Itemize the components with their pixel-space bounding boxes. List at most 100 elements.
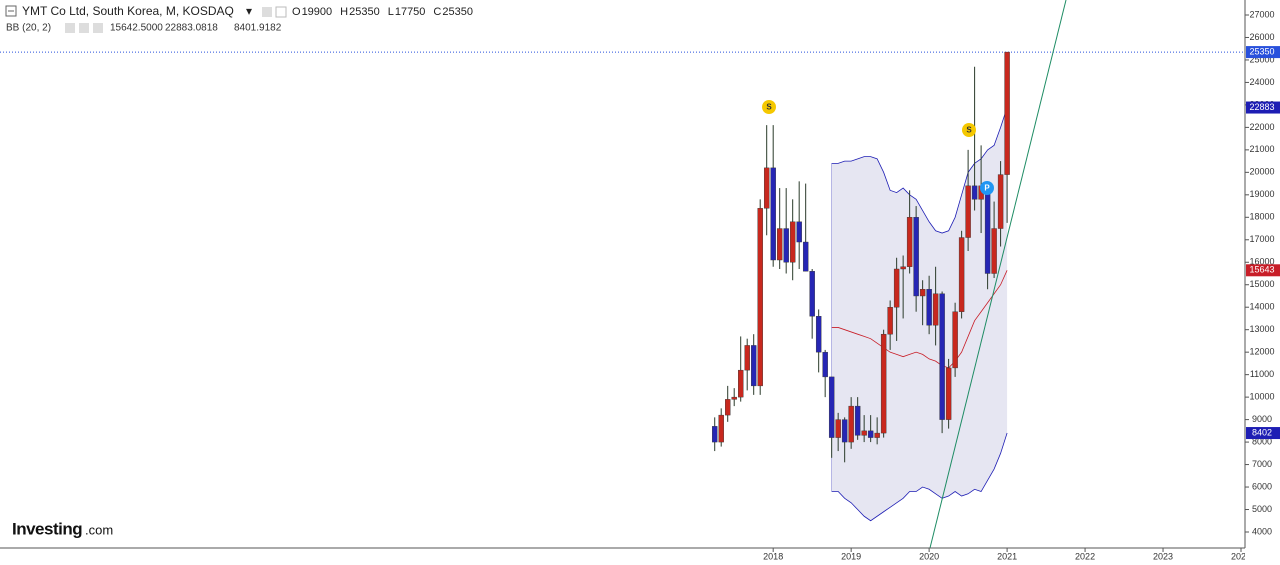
price-tag: [1246, 101, 1280, 114]
candle-body: [919, 289, 926, 297]
candle-body: [913, 217, 919, 297]
y-tick-label: 20000: [1249, 167, 1274, 177]
candle-body: [802, 241, 809, 272]
candle-body: [887, 307, 893, 335]
y-tick-label: 13000: [1249, 324, 1274, 334]
ohlc-readout: O 19900 H 25350 L 17750 C 25350: [292, 6, 473, 18]
candle-body: [926, 289, 932, 326]
settings-icon[interactable]: [262, 7, 272, 17]
candle-body: [900, 266, 906, 270]
candle-body: [971, 185, 978, 200]
ohlc-prefix: H: [340, 6, 348, 18]
candle-body: [893, 268, 900, 308]
candle-body: [861, 430, 867, 436]
candle-body: [932, 293, 939, 326]
candle-body: [776, 228, 783, 261]
price-tag: [1246, 46, 1280, 59]
x-tick-label: 2023: [1153, 551, 1173, 561]
candle-body: [822, 351, 828, 378]
event-label: S: [766, 103, 772, 112]
indicator-label: BB (20, 2): [6, 23, 51, 34]
candle-body: [880, 333, 887, 434]
y-tick-label: 26000: [1249, 32, 1274, 42]
y-tick-label: 6000: [1252, 481, 1272, 491]
candle-body: [712, 426, 718, 443]
y-tick-label: 22000: [1249, 122, 1274, 132]
y-tick-label: 27000: [1249, 9, 1274, 19]
ohlc-prefix: C: [433, 6, 441, 18]
candle-body: [939, 293, 945, 420]
ohlc-value: 19900: [302, 6, 333, 18]
price-tag-label: 25350: [1249, 46, 1274, 56]
y-tick-label: 9000: [1252, 414, 1272, 424]
logo-suffix: .com: [85, 522, 113, 537]
price-tag: [1246, 264, 1280, 277]
candle-body: [991, 228, 997, 274]
indicator-hide[interactable]: [79, 23, 89, 33]
y-tick-label: 11000: [1250, 369, 1274, 379]
indicator-settings[interactable]: [65, 23, 75, 33]
candle-body: [718, 414, 724, 443]
candle-body: [1004, 51, 1010, 175]
price-tag: [1246, 427, 1280, 440]
y-tick-label: 14000: [1249, 302, 1274, 312]
y-tick-label: 7000: [1252, 459, 1272, 469]
y-axis-panel: [1245, 0, 1280, 565]
bb-middle-value: 15642.5000: [110, 23, 163, 34]
bb-lower-value: 8401.9182: [234, 23, 282, 34]
candle-body: [738, 369, 744, 398]
candle-body: [854, 405, 861, 436]
price-tag-label: 15643: [1249, 265, 1274, 275]
bb-upper-value: 22883.0818: [165, 23, 218, 34]
x-tick-label: 2019: [841, 551, 861, 561]
dropdown-caret[interactable]: ▾: [246, 4, 252, 18]
candle-body: [725, 399, 731, 416]
ohlc-value: 17750: [395, 6, 426, 18]
candle-body: [874, 432, 880, 438]
x-tick-label: 2021: [997, 551, 1017, 561]
ohlc-prefix: L: [388, 6, 394, 18]
candle-body: [965, 185, 971, 238]
x-tick-label: 2020: [919, 551, 939, 561]
plot-area: 2018 2019 2020 2021 2022 2023 2024 S S P: [0, 51, 1251, 561]
event-label: S: [966, 126, 972, 135]
candle-body: [867, 430, 874, 438]
y-tick-label: 25000: [1249, 54, 1274, 64]
y-tick-label: 21000: [1249, 144, 1274, 154]
bb-upper: [831, 107, 1008, 234]
candle-body: [848, 405, 854, 443]
y-tick-label: 24000: [1249, 77, 1274, 87]
logo: Investing: [12, 519, 82, 538]
candle-body: [809, 271, 815, 317]
candle-body: [841, 419, 848, 443]
indicator-remove[interactable]: [93, 23, 103, 33]
collapse-icon[interactable]: [5, 5, 17, 17]
y-tick-label: 4000: [1252, 526, 1272, 536]
event-marker: [762, 100, 776, 114]
candle-body: [815, 316, 822, 353]
ohlc-value: 25350: [349, 6, 380, 18]
candle-body: [906, 217, 913, 267]
candle-body: [835, 419, 841, 438]
candle-body: [789, 221, 796, 263]
ohlc-value: 25350: [442, 6, 473, 18]
candle-body: [796, 221, 802, 243]
price-tag-label: 22883: [1249, 102, 1274, 112]
candle-body: [984, 185, 991, 274]
y-tick-label: 12000: [1249, 347, 1274, 357]
y-tick-label: 18000: [1249, 212, 1274, 222]
candle-body: [783, 228, 789, 263]
ohlc-prefix: O: [292, 6, 301, 18]
bb-middle: [831, 270, 1008, 369]
y-tick-label: 16000: [1249, 257, 1274, 267]
x-tick-label: 2024: [1231, 551, 1251, 561]
trend-line: [929, 0, 1067, 549]
chart-title: YMT Co Ltd, South Korea, M, KOSDAQ: [22, 4, 234, 18]
candle-body: [828, 376, 835, 438]
candle-body: [958, 237, 965, 312]
hide-icon[interactable]: [275, 6, 287, 18]
y-tick-label: 19000: [1249, 189, 1274, 199]
bb-lower: [831, 432, 1008, 522]
